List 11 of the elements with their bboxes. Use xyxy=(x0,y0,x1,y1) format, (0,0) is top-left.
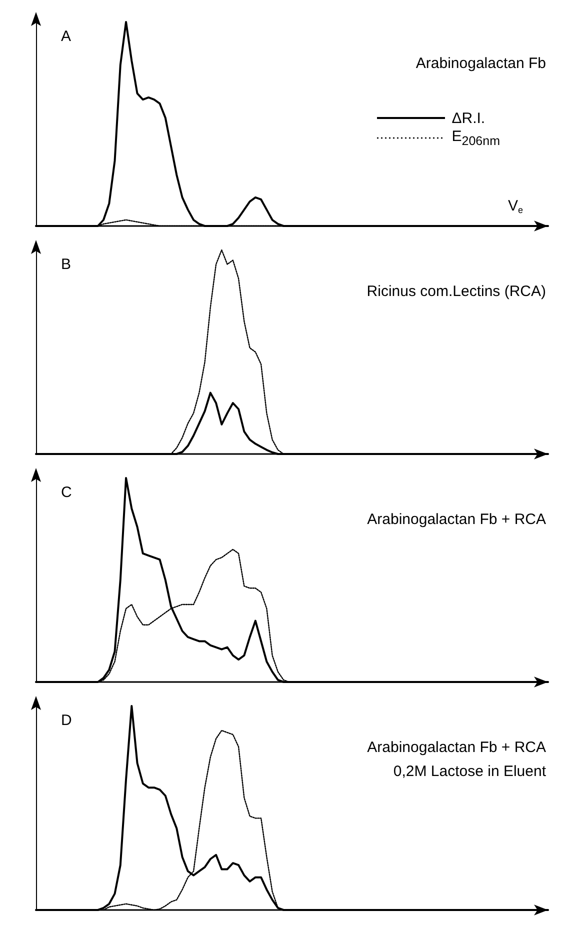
annotation: Arabinogalactan Fb xyxy=(416,55,546,72)
legend-label: E$_{206nm}$ xyxy=(452,128,500,148)
chart-title: B xyxy=(61,256,72,273)
chart-title: C xyxy=(61,484,72,501)
annotation: Ricinus com.Lectins (RCA) xyxy=(366,283,546,300)
annotation: Arabinogalactan Fb + RCA xyxy=(367,511,546,528)
chart-title: D xyxy=(61,712,72,729)
annotation: 0,2M Lactose in Eluent xyxy=(393,763,547,780)
annotation: Arabinogalactan Fb + RCA xyxy=(367,739,546,756)
legend-label: ΔR.I. xyxy=(452,110,486,126)
chart-title: A xyxy=(61,28,72,45)
